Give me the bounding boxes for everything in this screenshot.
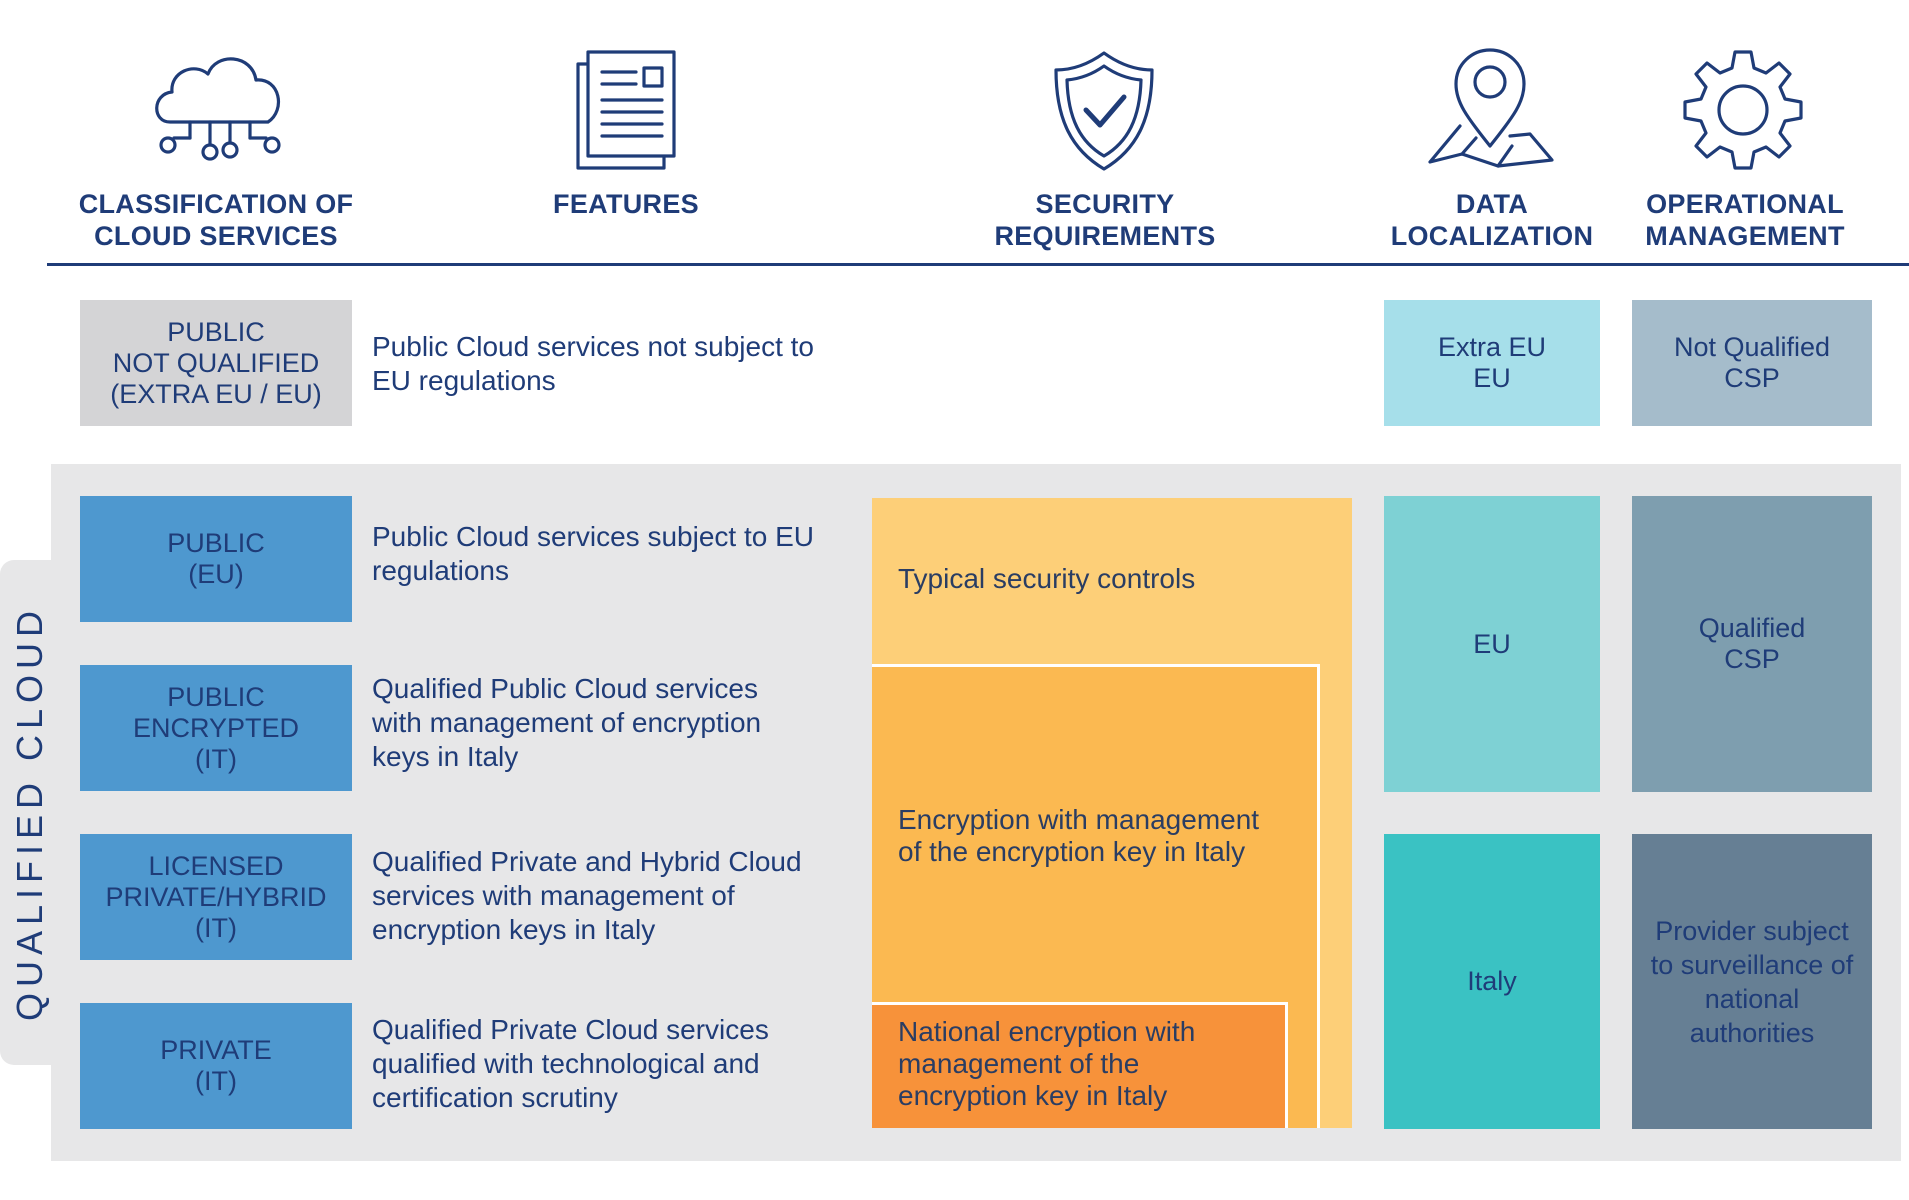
feature-licensed-private-hybrid: Qualified Private and Hybrid Cloud servi… (372, 846, 802, 945)
cloud-network-icon-svg (155, 57, 281, 161)
header-operational-management: OPERATIONAL MANAGEMENT (1645, 189, 1845, 251)
class-private: PRIVATE (IT) (80, 1003, 352, 1129)
class-public-eu: PUBLIC (EU) (80, 496, 352, 622)
op-surveillance: Provider subject to surveillance of nati… (1632, 834, 1872, 1129)
security-encryption-text: Encryption with management of the encryp… (898, 804, 1260, 867)
shield-check-icon-svg (1054, 51, 1154, 171)
header-data-localization: DATA LOCALIZATION (1390, 189, 1594, 251)
feature-public-encrypted: Qualified Public Cloud services with man… (372, 673, 762, 772)
document-icon-svg (576, 50, 676, 170)
header-classification: CLASSIFICATION OF CLOUD SERVICES (78, 189, 354, 251)
class-public-encrypted: PUBLIC ENCRYPTED (IT) (80, 665, 352, 791)
data-italy: Italy (1384, 834, 1600, 1129)
header-features: FEATURES (553, 189, 699, 219)
class-public-not-qualified: PUBLIC NOT QUALIFIED (EXTRA EU / EU) (80, 300, 352, 426)
security-national-box (872, 1002, 1288, 1128)
location-map-pin-icon-svg (1428, 48, 1554, 168)
feature-private: Qualified Private Cloud services qualifi… (372, 1014, 769, 1113)
gear-icon-svg (1683, 50, 1803, 170)
shield-check-icon (1052, 50, 1156, 172)
header-divider (47, 263, 1909, 266)
qualified-cloud-label: QUALIFIED CLOUD (2, 560, 58, 1065)
op-not-qualified-csp: Not Qualified CSP (1632, 300, 1872, 426)
data-eu: EU (1384, 496, 1600, 792)
feature-public-not-qualified: Public Cloud services not subject to EU … (372, 331, 814, 396)
location-map-pin-icon (1426, 46, 1556, 168)
class-licensed-private-hybrid: LICENSED PRIVATE/HYBRID (IT) (80, 834, 352, 960)
cloud-network-icon (148, 50, 288, 165)
gear-icon (1680, 48, 1806, 172)
data-extra-eu-eu: Extra EU EU (1384, 300, 1600, 426)
document-icon (574, 50, 676, 172)
qualified-cloud-text: QUALIFIED CLOUD (9, 604, 50, 1021)
security-typical-text: Typical security controls (898, 563, 1196, 594)
header-security-requirements: SECURITY REQUIREMENTS (994, 189, 1216, 251)
feature-public-eu: Public Cloud services subject to EU regu… (372, 521, 814, 586)
security-national-text: National encryption with management of t… (898, 1016, 1196, 1111)
qualified-cloud-tab (0, 560, 60, 1065)
op-qualified-csp: Qualified CSP (1632, 496, 1872, 792)
